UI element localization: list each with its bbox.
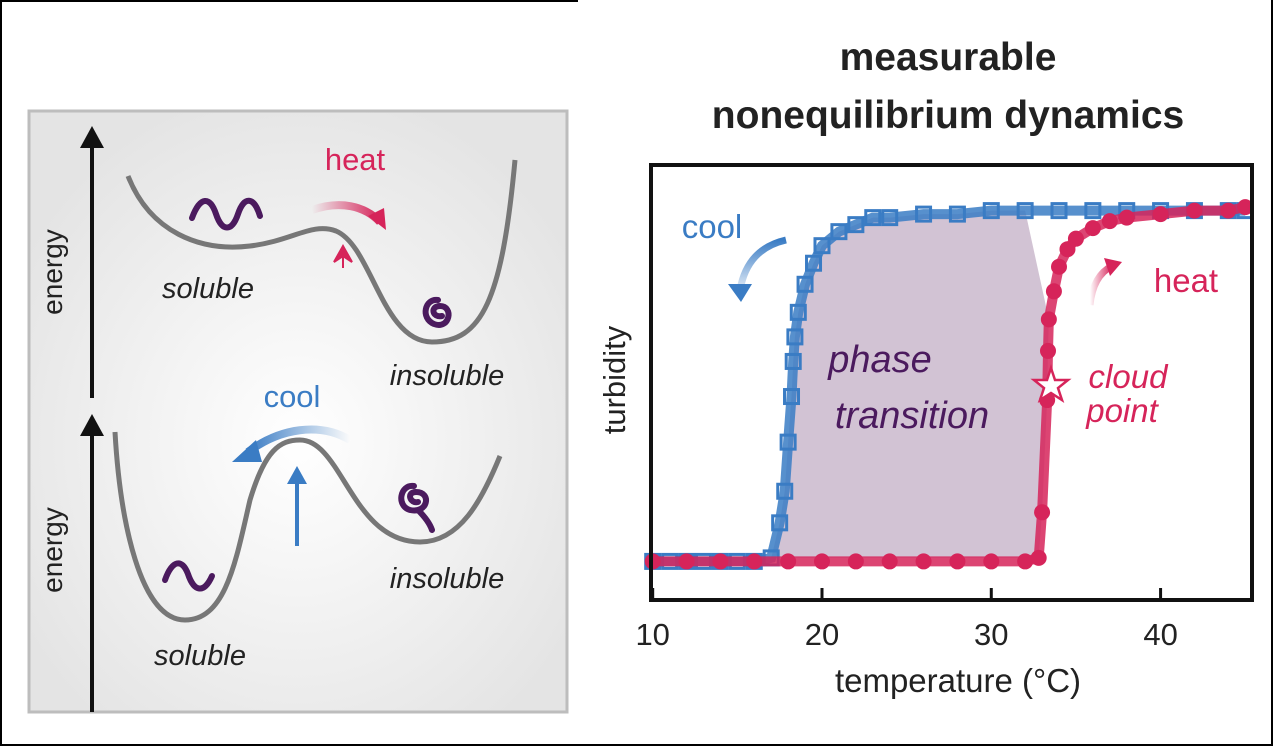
arrow-head [1104, 258, 1122, 276]
marker [864, 209, 882, 227]
x-tick-label: 40 [1143, 617, 1177, 652]
state-label: soluble [162, 273, 254, 305]
marker [1084, 220, 1101, 237]
marker [1051, 258, 1068, 275]
annotation: phase [827, 339, 932, 381]
energy-curve [112, 431, 503, 623]
marker [813, 237, 831, 255]
marker [1084, 202, 1102, 220]
marker [786, 328, 804, 346]
y-axis-label: turbidity [597, 325, 632, 434]
marker [847, 216, 865, 234]
marker [1050, 202, 1068, 220]
globule-icon [422, 296, 452, 328]
marker [780, 553, 797, 570]
series-trace [652, 202, 1247, 567]
arrow-head [80, 414, 104, 436]
arrow-head [232, 440, 262, 462]
globule-icon [398, 483, 435, 533]
marker [830, 223, 848, 241]
marker [847, 553, 864, 570]
chain-icon [189, 197, 263, 231]
phase-region [771, 210, 1049, 558]
x-tick-label: 10 [635, 617, 669, 652]
cool-arrow [245, 425, 353, 456]
marker [1186, 202, 1203, 219]
cool-arrow [736, 236, 787, 291]
x-tick-label: 20 [805, 617, 839, 652]
marker [1039, 342, 1056, 359]
series-label: cool [682, 208, 743, 245]
marker [881, 553, 898, 570]
arrow-head [728, 284, 752, 302]
marker [1045, 283, 1062, 300]
axis-label: energy [37, 507, 68, 593]
marker [1017, 553, 1034, 570]
marker [712, 553, 729, 570]
marker [1040, 311, 1057, 328]
marker [949, 553, 966, 570]
marker [796, 275, 814, 293]
marker [813, 553, 830, 570]
marker [948, 205, 966, 223]
cloud-point-star [1030, 364, 1072, 403]
panel [27, 109, 569, 714]
marker [789, 303, 807, 321]
marker [776, 482, 794, 500]
marker [1237, 199, 1254, 216]
arrow-head [287, 466, 307, 484]
marker [982, 202, 1000, 220]
axis-label: energy [37, 229, 68, 315]
state-label: insoluble [390, 563, 504, 595]
annotation: transition [835, 395, 989, 437]
marker [771, 514, 789, 532]
marker [805, 254, 823, 272]
arrow-head [80, 126, 104, 148]
marker [881, 209, 899, 227]
arrow-head [368, 208, 386, 230]
energy-curve [125, 159, 518, 345]
marker [915, 553, 932, 570]
energy-diagram: energy energy heat soluble insoluble coo… [27, 109, 569, 714]
annotation: cloud [1089, 358, 1170, 395]
chain-icon [162, 560, 215, 592]
marker [1220, 202, 1237, 219]
marker [915, 205, 933, 223]
marker [678, 553, 695, 570]
series-label: heat [1154, 262, 1218, 299]
annotation: point [1085, 392, 1159, 429]
marker [783, 388, 801, 406]
arrow-label: heat [325, 142, 386, 177]
marker [746, 553, 763, 570]
x-axis-label: temperature (°C) [835, 662, 1081, 699]
state-label: soluble [154, 640, 246, 672]
state-label: insoluble [390, 360, 504, 392]
marker [1030, 549, 1047, 566]
plot [644, 199, 1254, 600]
marker [779, 433, 797, 451]
marker [1034, 504, 1051, 521]
marker [1067, 230, 1084, 247]
chart-title: nonequilibrium dynamics [712, 94, 1184, 137]
marker [1101, 213, 1118, 230]
marker [1152, 206, 1169, 223]
marker [983, 553, 1000, 570]
barrier-arrow [333, 243, 353, 268]
arrow-label: cool [264, 379, 321, 414]
marker [1016, 202, 1034, 220]
chart-title: measurable [840, 36, 1057, 79]
marker [784, 352, 802, 370]
marker [1118, 209, 1135, 226]
x-tick-label: 30 [974, 617, 1008, 652]
plot-frame [649, 163, 1254, 602]
